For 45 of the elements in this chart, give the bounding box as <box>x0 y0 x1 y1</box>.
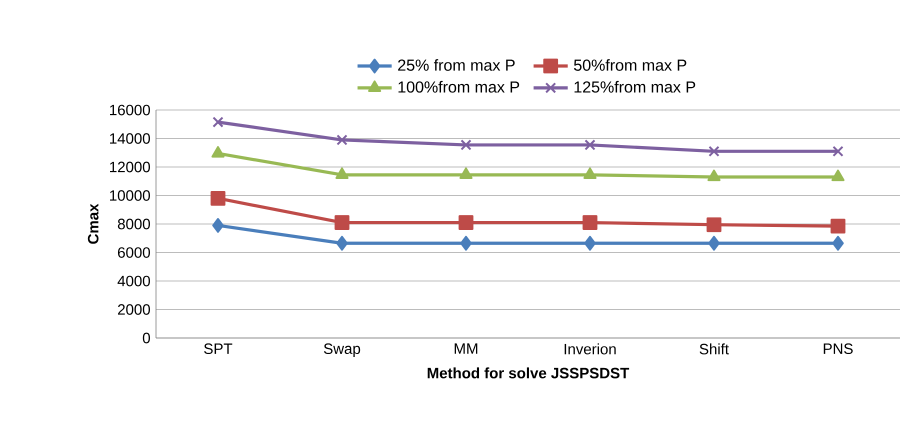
point <box>460 236 472 251</box>
point <box>458 215 474 230</box>
x-tick-label: Inverion <box>564 343 616 354</box>
legend-label: 100%from max P <box>398 80 520 93</box>
point <box>460 139 472 150</box>
point <box>832 146 844 157</box>
y-tick-label: 12000 <box>110 162 150 172</box>
point <box>583 167 597 180</box>
point <box>584 139 596 150</box>
y-tick-label: 16000 <box>110 104 150 116</box>
point <box>335 167 349 180</box>
x-tick-label: PNS <box>824 343 853 354</box>
x-tick-label: Shift <box>700 343 729 354</box>
point <box>582 215 598 230</box>
y-axis-title: Cmax <box>88 204 98 244</box>
point <box>708 146 720 157</box>
point <box>584 236 596 251</box>
point <box>706 217 722 232</box>
y-tick-label: 8000 <box>118 218 150 230</box>
y-tick-label: 14000 <box>110 133 150 144</box>
y-tick-label: 0 <box>142 332 150 344</box>
x-axis-title: Method for solve JSSPSDST <box>428 367 630 378</box>
point <box>707 170 721 182</box>
legend-label: 50%from max P <box>574 59 686 71</box>
point <box>212 218 224 233</box>
x-tick-label: Swap <box>324 343 360 357</box>
point <box>212 116 224 128</box>
legend-label: 125%from max P <box>574 80 696 93</box>
y-tick-label: 10000 <box>110 190 150 201</box>
point <box>708 236 720 251</box>
point <box>831 170 845 182</box>
x-tick-label: MM <box>454 343 478 354</box>
y-tick-label: 4000 <box>118 276 150 286</box>
point <box>459 167 473 180</box>
point <box>211 146 225 158</box>
point <box>210 190 226 206</box>
point <box>336 134 348 146</box>
point <box>832 236 844 251</box>
y-tick-label: 6000 <box>118 247 150 258</box>
point <box>336 236 348 251</box>
legend-label: 25% from max P <box>398 59 515 71</box>
point <box>830 218 846 234</box>
x-tick-label: SPT <box>204 343 232 354</box>
y-tick-label: 2000 <box>118 304 150 315</box>
point <box>334 215 350 230</box>
